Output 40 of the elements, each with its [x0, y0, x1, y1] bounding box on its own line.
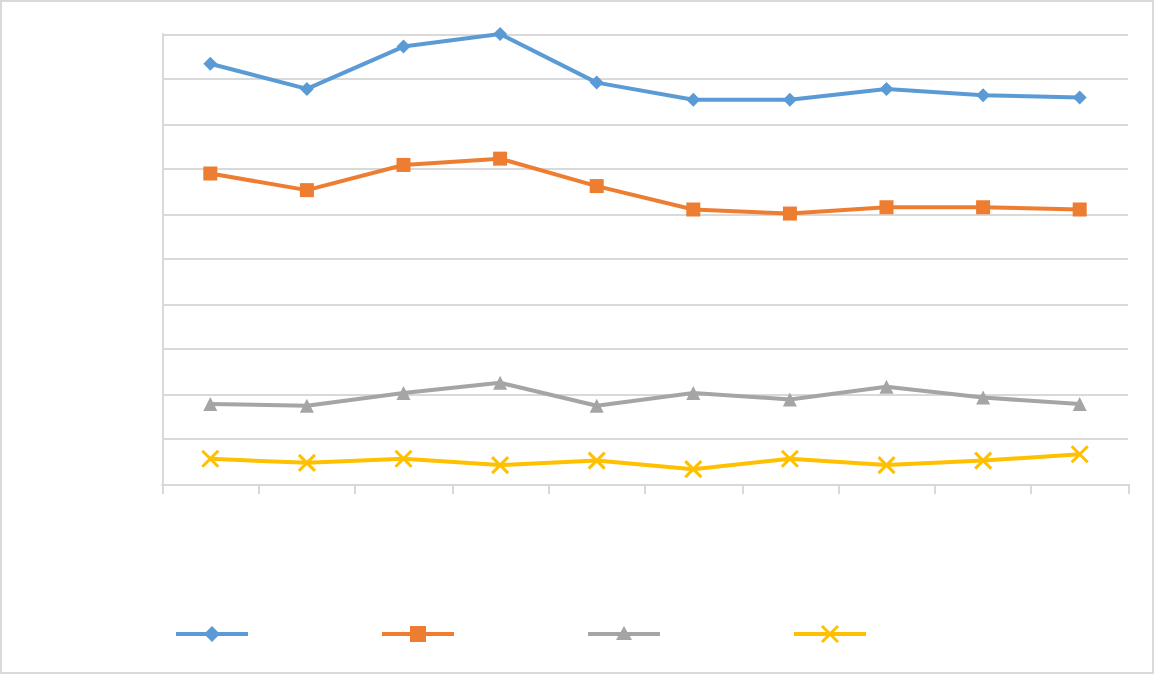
point	[879, 81, 894, 96]
point	[879, 379, 894, 394]
point	[396, 39, 411, 54]
point	[683, 459, 703, 479]
point	[396, 386, 411, 401]
point	[686, 92, 701, 107]
point	[203, 166, 218, 181]
point	[297, 453, 317, 473]
point	[299, 183, 314, 198]
point	[1072, 90, 1087, 105]
point	[299, 81, 314, 96]
point	[686, 202, 701, 217]
point	[396, 157, 411, 172]
point	[589, 179, 604, 194]
point	[587, 451, 607, 471]
point	[1072, 202, 1087, 217]
point	[976, 200, 991, 215]
point	[299, 398, 314, 413]
point	[976, 88, 991, 103]
point	[493, 151, 508, 166]
point	[203, 396, 218, 411]
point	[686, 386, 701, 401]
point	[203, 56, 218, 71]
point	[493, 375, 508, 390]
point	[976, 390, 991, 405]
point	[589, 75, 604, 90]
point	[780, 449, 800, 469]
point	[877, 455, 896, 475]
point	[490, 455, 510, 475]
point	[493, 27, 508, 41]
point	[1070, 444, 1090, 464]
point	[973, 451, 993, 471]
point	[200, 449, 220, 469]
point	[782, 392, 797, 407]
point	[782, 92, 797, 107]
point	[394, 449, 413, 469]
point	[879, 200, 894, 215]
point	[782, 206, 797, 221]
point	[1072, 396, 1087, 411]
point	[589, 398, 604, 413]
